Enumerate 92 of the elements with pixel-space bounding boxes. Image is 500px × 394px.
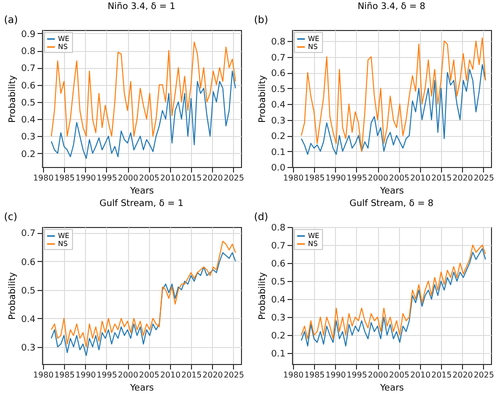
x-tick-label: 2005	[139, 174, 160, 182]
x-tick-label: 1995	[346, 370, 368, 380]
x-tick-label: 2010	[410, 174, 431, 182]
chart-title: Niño 3.4, δ = 1	[108, 2, 176, 12]
y-tick-label: 0.9	[21, 30, 36, 40]
chart-title: Niño 3.4, δ = 8	[358, 2, 426, 12]
y-tick-label: 0.4	[271, 100, 286, 111]
y-tick-label: 0.6	[271, 260, 286, 270]
line-series	[300, 64, 486, 155]
x-tick-label: 2000	[368, 174, 388, 182]
y-tick-label: 0.4	[21, 314, 36, 325]
x-axis-title: Years	[379, 186, 404, 196]
x-tick-label: 1985	[304, 370, 325, 380]
y-tick-label: 0.1	[271, 350, 286, 360]
y-axis-title: Probability	[8, 272, 18, 320]
chart-title: Gulf Stream, δ = 1	[100, 199, 184, 209]
x-tick-label: 2010	[410, 370, 431, 380]
y-tick-label: 0.7	[21, 229, 36, 240]
x-tick-label: 2010	[160, 174, 181, 182]
chart-title: Gulf Stream, δ = 8	[350, 199, 434, 209]
x-tick-label: 1980	[33, 174, 54, 182]
x-tick-label: 2005	[389, 370, 410, 380]
y-tick-label: 0.5	[271, 84, 286, 95]
x-tick-label: 2020	[452, 370, 473, 380]
line-series	[50, 240, 236, 348]
x-tick-label: 1990	[326, 370, 346, 380]
y-tick-label: 0.8	[21, 47, 36, 58]
y-tick-label: 0.7	[271, 242, 286, 252]
x-tick-label: 1985	[54, 370, 75, 380]
y-tick-label: 0.4	[271, 296, 286, 306]
x-tick-label: 1995	[96, 174, 118, 182]
x-axis-title: Years	[379, 384, 404, 394]
x-tick-label: 1995	[346, 174, 368, 182]
y-tick-label: 0.7	[21, 64, 36, 74]
x-tick-label: 2005	[139, 370, 160, 380]
x-tick-label: 2000	[118, 370, 138, 380]
line-series	[50, 70, 236, 159]
y-tick-label: 0.6	[271, 69, 286, 80]
y-tick-label: 0.1	[271, 148, 286, 158]
text: (a)	[4, 15, 18, 26]
y-tick-label: 0.3	[21, 343, 36, 354]
x-tick-label: 2000	[118, 174, 138, 182]
x-tick-label: 1990	[76, 174, 96, 182]
x-tick-label: 2025	[474, 174, 494, 182]
y-tick-label: 0.4	[21, 116, 36, 126]
x-tick-label: 2025	[474, 370, 494, 380]
y-tick-label: 0.8	[271, 224, 286, 234]
x-tick-label: 1990	[326, 174, 346, 182]
line-series	[50, 41, 236, 137]
x-tick-label: 2015	[431, 174, 452, 182]
x-tick-label: 2015	[181, 174, 202, 182]
y-tick-label: 0.3	[271, 314, 286, 324]
text: (b)	[254, 15, 268, 26]
y-tick-label: 0.8	[271, 38, 286, 48]
y-tick-label: 0.7	[271, 53, 286, 64]
x-tick-label: 1985	[54, 174, 75, 182]
y-tick-label: 0.5	[271, 278, 286, 288]
y-tick-label: 0.2	[271, 132, 286, 142]
x-tick-label: 2000	[368, 370, 388, 380]
y-tick-label: 0.2	[21, 150, 36, 160]
x-tick-label: 2020	[202, 370, 223, 380]
x-tick-label: 2010	[160, 370, 181, 380]
x-tick-label: 2015	[431, 370, 452, 380]
x-tick-label: 2005	[389, 174, 410, 182]
line-series	[300, 37, 486, 152]
text: (c)	[4, 212, 18, 223]
y-tick-label: 0.3	[21, 132, 36, 143]
x-tick-label: 2015	[181, 370, 202, 380]
y-tick-label: 0.0	[271, 164, 286, 174]
y-axis-title: Probability	[258, 74, 268, 123]
x-tick-label: 2020	[452, 174, 473, 182]
x-tick-label: 1980	[33, 370, 54, 380]
x-tick-label: 1985	[304, 174, 325, 182]
x-axis-title: Years	[129, 186, 154, 196]
y-tick-label: 0.3	[271, 116, 286, 126]
y-tick-label: 0.5	[21, 98, 36, 108]
x-tick-label: 1980	[283, 370, 304, 380]
y-tick-label: 0.2	[271, 332, 286, 342]
x-tick-label: 2025	[224, 174, 244, 182]
x-axis-title: Years	[129, 384, 154, 394]
y-tick-label: 0.5	[21, 286, 36, 296]
y-tick-label: 0.6	[21, 258, 36, 268]
x-tick-label: 1995	[96, 370, 118, 380]
x-tick-label: 1990	[76, 370, 96, 380]
y-axis-title: Probability	[8, 74, 18, 123]
x-tick-label: 2025	[224, 370, 244, 380]
y-axis-title: Probability	[258, 272, 268, 320]
y-tick-label: 0.6	[21, 81, 36, 92]
text: (d)	[254, 212, 268, 223]
x-tick-label: 1980	[283, 174, 304, 182]
x-tick-label: 2020	[202, 174, 223, 182]
line-series	[50, 252, 236, 356]
